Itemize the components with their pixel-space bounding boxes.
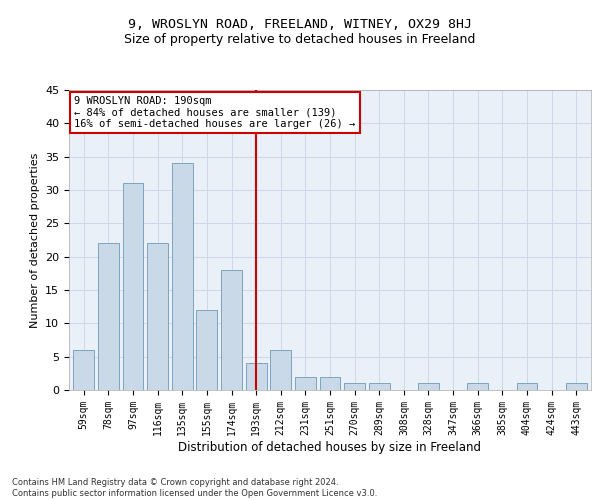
- Bar: [467, 384, 488, 390]
- Text: Size of property relative to detached houses in Freeland: Size of property relative to detached ho…: [124, 32, 476, 46]
- Bar: [122, 184, 143, 390]
- X-axis label: Distribution of detached houses by size in Freeland: Distribution of detached houses by size …: [179, 440, 482, 454]
- Bar: [270, 350, 291, 390]
- Bar: [221, 270, 242, 390]
- Y-axis label: Number of detached properties: Number of detached properties: [29, 152, 40, 328]
- Bar: [295, 376, 316, 390]
- Bar: [344, 384, 365, 390]
- Bar: [566, 384, 587, 390]
- Bar: [196, 310, 217, 390]
- Bar: [418, 384, 439, 390]
- Bar: [98, 244, 119, 390]
- Text: 9 WROSLYN ROAD: 190sqm
← 84% of detached houses are smaller (139)
16% of semi-de: 9 WROSLYN ROAD: 190sqm ← 84% of detached…: [74, 96, 355, 129]
- Bar: [172, 164, 193, 390]
- Text: 9, WROSLYN ROAD, FREELAND, WITNEY, OX29 8HJ: 9, WROSLYN ROAD, FREELAND, WITNEY, OX29 …: [128, 18, 472, 30]
- Text: Contains HM Land Registry data © Crown copyright and database right 2024.
Contai: Contains HM Land Registry data © Crown c…: [12, 478, 377, 498]
- Bar: [245, 364, 266, 390]
- Bar: [517, 384, 538, 390]
- Bar: [147, 244, 168, 390]
- Bar: [369, 384, 390, 390]
- Bar: [73, 350, 94, 390]
- Bar: [320, 376, 340, 390]
